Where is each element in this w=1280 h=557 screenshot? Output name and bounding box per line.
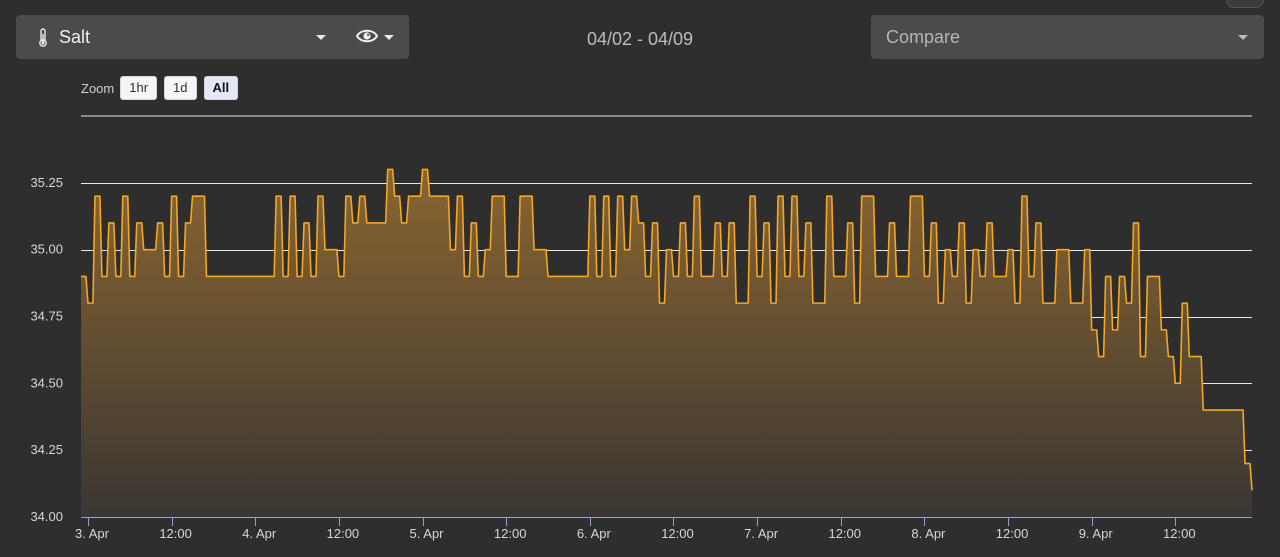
- x-tick-label: 12:00: [159, 526, 192, 541]
- caret-down-icon: [316, 35, 326, 40]
- zoom-label: Zoom: [81, 80, 115, 96]
- sensor-label: Salt: [59, 27, 91, 47]
- caret-down-icon: [1238, 35, 1248, 40]
- x-tick-label: 3. Apr: [75, 526, 110, 541]
- x-tick-label: 5. Apr: [410, 526, 445, 541]
- zoom-all-button[interactable]: All: [203, 76, 239, 100]
- zoom-controls: Zoom 1hr 1d All: [81, 76, 245, 100]
- series-area: [81, 169, 1252, 517]
- x-tick-label: 7. Apr: [744, 526, 779, 541]
- series-area-fill: [81, 169, 1252, 517]
- x-tick-label: 12:00: [1163, 526, 1196, 541]
- x-tick-label: 12:00: [828, 526, 861, 541]
- x-tick-label: 12:00: [494, 526, 527, 541]
- sensor-dropdown[interactable]: Salt: [16, 15, 409, 59]
- x-tick-label: 12:00: [996, 526, 1029, 541]
- x-tick-label: 9. Apr: [1079, 526, 1114, 541]
- x-tick-label: 12:00: [327, 526, 360, 541]
- y-tick-label: 34.50: [30, 375, 63, 390]
- x-tick-label: 8. Apr: [911, 526, 946, 541]
- x-tick-label: 4. Apr: [242, 526, 277, 541]
- date-range: 04/02 - 04/09: [586, 29, 694, 49]
- eye-icon: [356, 29, 378, 43]
- zoom-1d-button[interactable]: 1d: [164, 76, 197, 100]
- zoom-1hr-button[interactable]: 1hr: [120, 76, 158, 100]
- series-line-path: [81, 168, 1253, 491]
- sensor-select[interactable]: Salt: [16, 15, 336, 59]
- visibility-toggle[interactable]: [346, 15, 409, 59]
- x-axis: [81, 517, 1252, 526]
- caret-down-icon: [384, 35, 394, 40]
- thermometer-icon: [39, 28, 47, 47]
- x-tick-label: 6. Apr: [577, 526, 612, 541]
- y-axis-labels: 34.00 34.25 34.50 34.75 35.00 35.25: [30, 175, 63, 524]
- y-tick-label: 34.75: [30, 309, 63, 324]
- series-line: [81, 168, 1253, 491]
- x-axis-labels: 3. Apr 12:00 4. Apr 12:00 5. Apr 12:00 6. Apr 1…: [75, 526, 1196, 541]
- x-tick-label: 12:00: [661, 526, 694, 541]
- y-tick-label: 35.00: [30, 242, 63, 257]
- y-tick-label: 35.25: [30, 175, 63, 190]
- y-tick-label: 34.25: [30, 442, 63, 457]
- compare-dropdown[interactable]: Compare: [871, 15, 1264, 59]
- compare-label: Compare: [886, 27, 961, 47]
- y-tick-label: 34.00: [30, 509, 63, 524]
